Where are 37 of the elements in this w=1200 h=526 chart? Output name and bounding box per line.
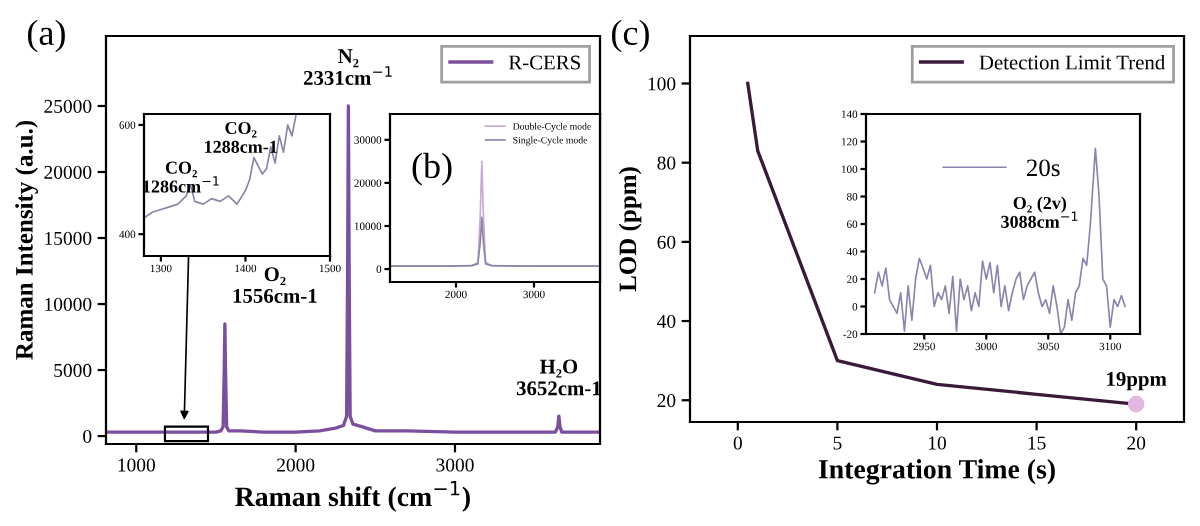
annotation: N₂ 2331cm$^{−1}$ [303, 49, 392, 85]
annotation: CO₂ 1286cm$^{−1}$ [143, 161, 219, 193]
y-tick-label: 25000 [44, 99, 92, 113]
y-tick-label: 100 [648, 77, 676, 91]
y-axis-title: Raman Intensity (a.u.) [15, 120, 38, 360]
y-tick-label: 40 [657, 314, 676, 328]
y-tick-label: 60 [657, 235, 676, 249]
line-series [873, 147, 1126, 334]
legend-label: Detection Limit Trend [979, 54, 1165, 70]
x-axis-title: Integration Time (s) [818, 459, 1055, 485]
y-axis-title: LOD (ppm) [618, 167, 642, 292]
chart-title: (c) [611, 19, 649, 53]
y-tick-label: 10000 [45, 297, 92, 311]
x-tick-label: 2000 [277, 458, 315, 472]
legend-label: 20s [1026, 159, 1060, 177]
x-tick-label: 15 [1028, 436, 1046, 450]
y-tick-label: 15000 [45, 231, 92, 245]
x-tick-label: 0 [733, 436, 742, 450]
y-tick-label: 20 [657, 394, 676, 408]
annotation: 19ppm [1107, 372, 1167, 391]
x-tick-label: 1000 [118, 458, 155, 472]
y-tick-label: 20000 [44, 165, 92, 179]
line-series [390, 216, 600, 267]
annotation: H₂O 3652cm-1 [516, 359, 601, 396]
annotation: CO₂ 1288cm-1 [205, 121, 277, 153]
x-tick-label: 3000 [436, 458, 474, 472]
x-tick-label: 10 [928, 436, 946, 450]
y-tick-label: 80 [657, 156, 676, 170]
chart-title: (a) [27, 19, 65, 53]
x-tick-label: 20 [1127, 436, 1146, 450]
x-axis-title: Raman shift (cm$^{−1}$) [235, 481, 470, 512]
text: (b) [412, 152, 452, 186]
line-series [144, 114, 298, 219]
legend-label: R-CERS [508, 55, 580, 70]
y-tick-label: 5000 [54, 363, 92, 377]
x-tick-label: 5 [833, 436, 842, 450]
annotation: O₂ (2v) 3088cm$^{−1}$ [1001, 196, 1078, 228]
